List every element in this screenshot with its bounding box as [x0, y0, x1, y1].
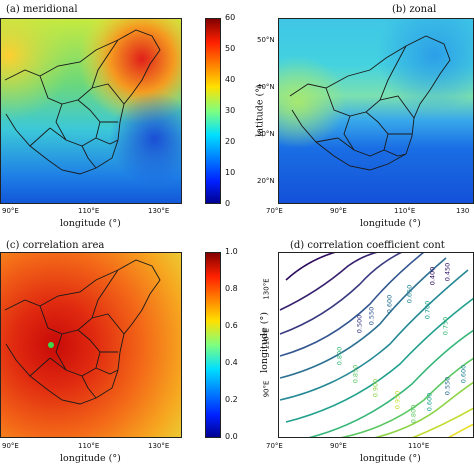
panel-b-ytick-50: 50°N: [257, 36, 275, 44]
contour-label: 0.600: [425, 392, 434, 412]
cbar-c-tick-0-2: 0.2: [225, 395, 238, 404]
cbar-c-tick-0-8: 0.8: [225, 284, 238, 293]
panel-a-xtick-110: 110°E: [78, 207, 100, 215]
contour-label: 0.800: [409, 404, 418, 424]
panel-c-colorbar: [205, 252, 221, 438]
panel-d-xtick-70: 70°E: [266, 442, 283, 450]
contour-label: 0.700: [423, 300, 432, 320]
cbar-a-tick-60: 60: [225, 13, 236, 22]
contour-label: 0.750: [441, 316, 450, 336]
contour-label: 0.900: [371, 378, 380, 398]
panel-d-contour: [278, 252, 474, 438]
panel-c-xtick-90: 90°E: [2, 442, 19, 450]
contour-line: [411, 407, 474, 438]
cbar-a-tick-50: 50: [225, 44, 236, 53]
contour-label: 0.500: [355, 314, 364, 334]
contour-line: [279, 269, 469, 401]
contour-line: [285, 252, 337, 281]
panel-c-xtick-130: 130°E: [148, 442, 170, 450]
contour-label: 0.650: [405, 284, 414, 304]
panel-a-xtick-130: 130°E: [148, 207, 170, 215]
panel-d-ytick-130: 130°E: [262, 278, 271, 300]
panel-d-xlabel: longitude (°): [360, 453, 421, 464]
cbar-a-tick-30: 30: [225, 106, 236, 115]
contour-line: [279, 252, 379, 311]
panel-b-ytick-20: 20°N: [257, 177, 275, 185]
contour-line: [307, 329, 474, 438]
cbar-a-tick-20: 20: [225, 137, 236, 146]
cbar-c-tick-0-0: 0.0: [225, 432, 238, 441]
panel-c-title: (c) correlation area: [6, 240, 105, 251]
contour-line: [447, 423, 474, 438]
panel-c-xlabel: longitude (°): [60, 453, 121, 464]
panel-c-marker: [48, 342, 54, 348]
contour-line: [339, 357, 474, 438]
panel-b-ytick-30: 30°N: [257, 130, 275, 138]
panel-b-ylabel: latitude (°): [254, 84, 266, 137]
panel-b-xtick-110: 110°E: [394, 207, 416, 215]
panel-b-heatmap: [278, 18, 474, 204]
cbar-a-tick-40: 40: [225, 75, 236, 84]
panel-b-xtick-70: 70°E: [266, 207, 283, 215]
contour-label: 0.950: [393, 390, 402, 410]
panel-a-xlabel: longitude (°): [60, 218, 121, 229]
panel-c-xtick-110: 110°E: [78, 442, 100, 450]
panel-d-ytick-90: 90°E: [262, 380, 271, 398]
panel-a-colorbar: [205, 18, 221, 204]
panel-b-xlabel: longitude (°): [360, 218, 421, 229]
cbar-c-tick-0-6: 0.6: [225, 321, 238, 330]
panel-d-xtick-90: 90°E: [330, 442, 347, 450]
cbar-a-tick-0: 0: [225, 199, 231, 208]
panel-b-ytick-40: 40°N: [257, 83, 275, 91]
contour-line: [279, 252, 403, 335]
panel-a-title: (a) meridional: [6, 4, 78, 15]
panel-d-title: (d) correlation coefficient cont: [290, 240, 445, 251]
contour-line: [285, 297, 474, 423]
contour-label: 0.550: [443, 376, 452, 396]
contour-label: 0.600: [459, 364, 468, 384]
contour-label: 0.850: [351, 364, 360, 384]
contour-line: [279, 252, 425, 357]
contour-line: [373, 381, 474, 438]
panel-b-xtick-130: 130: [456, 207, 470, 215]
contour-label: 0.800: [335, 346, 344, 366]
contour-line: [279, 257, 447, 379]
contour-label: 0.450: [443, 262, 452, 282]
panel-a-xtick-90: 90°E: [2, 207, 19, 215]
contour-label: 0.400: [428, 266, 437, 286]
cbar-c-tick-0-4: 0.4: [225, 358, 238, 367]
panel-d-ylabel: longitude (°): [258, 312, 270, 373]
panel-b-title: (b) zonal: [392, 4, 437, 15]
panel-b-xtick-90: 90°E: [330, 207, 347, 215]
contour-label: 0.600: [385, 294, 394, 314]
panel-d-xtick-110: 110°E: [408, 442, 430, 450]
cbar-a-tick-10: 10: [225, 168, 236, 177]
cbar-c-tick-1-0: 1.0: [225, 247, 238, 256]
contour-label: 0.550: [367, 306, 376, 326]
panel-a-heatmap: [0, 18, 182, 204]
panel-c-heatmap: [0, 252, 182, 438]
